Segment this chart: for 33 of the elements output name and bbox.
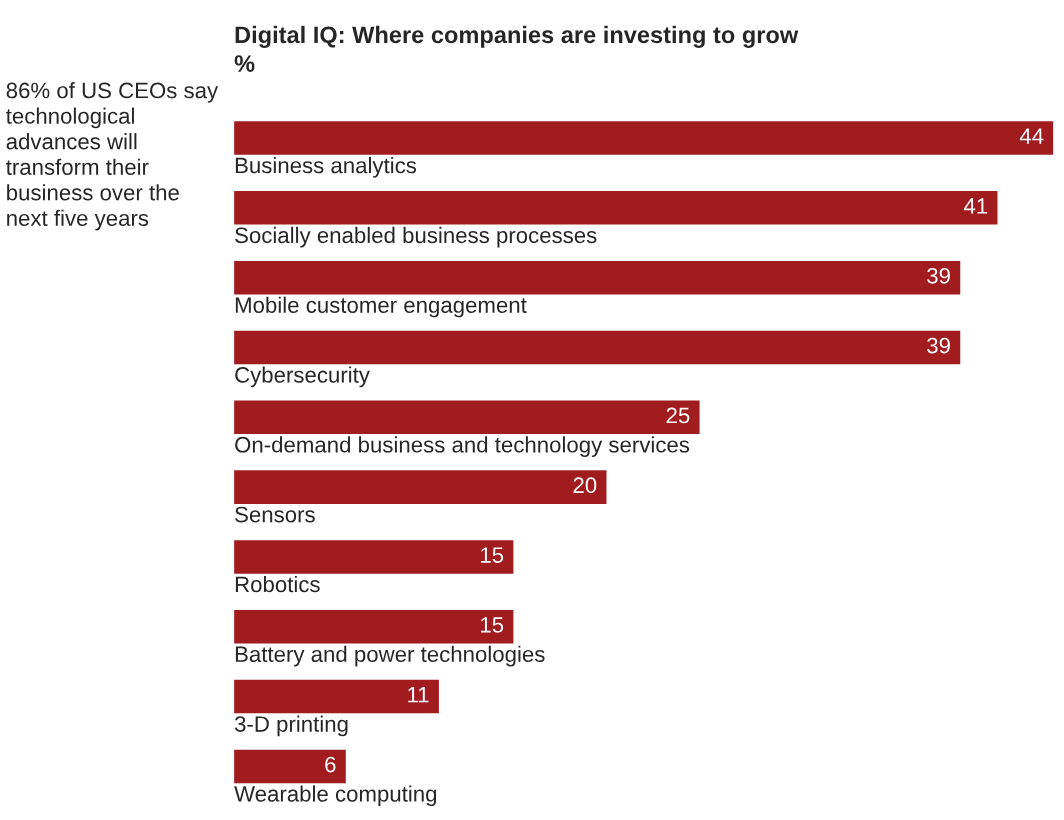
y-tick-label: Socially enabled business processes	[235, 226, 597, 248]
data-label: 25	[666, 407, 690, 424]
bar	[234, 470, 607, 504]
y-tick-label: Sensors	[235, 506, 315, 523]
bar	[234, 121, 1054, 155]
bar	[234, 610, 514, 644]
bar	[234, 260, 961, 295]
data-label: 15	[481, 617, 504, 633]
y-tick-label: On-demand business and technology services	[235, 436, 690, 457]
data-label: 39	[927, 267, 950, 284]
bar	[234, 191, 998, 225]
data-label: 20	[573, 477, 597, 494]
data-label: 6	[325, 756, 336, 773]
y-tick-label: Business analytics	[235, 156, 417, 178]
chart-title: Digital IQ: Where companies are investing to grow	[235, 25, 799, 48]
y-tick-label: 3-D printing	[234, 715, 348, 737]
data-label: 44	[1019, 128, 1044, 144]
text: 86% of US CEOs say technological advances will transform their business over the next five years	[6, 82, 219, 231]
data-label: 11	[408, 687, 429, 703]
chart-subtitle: %	[234, 55, 255, 72]
data-label: 41	[963, 198, 988, 214]
bar	[234, 400, 700, 435]
y-tick-label: Mobile customer engagement	[235, 296, 527, 318]
bar	[234, 540, 514, 574]
y-tick-label: Cybersecurity	[235, 366, 370, 388]
bar	[234, 330, 961, 365]
y-tick-label: Robotics	[235, 575, 320, 593]
data-label: 15	[481, 547, 504, 563]
y-tick-label: Wearable computing	[234, 785, 437, 807]
bar	[234, 679, 439, 714]
bar	[234, 749, 346, 784]
data-label: 39	[927, 337, 950, 354]
y-tick-label: Battery and power technologies	[235, 645, 545, 667]
